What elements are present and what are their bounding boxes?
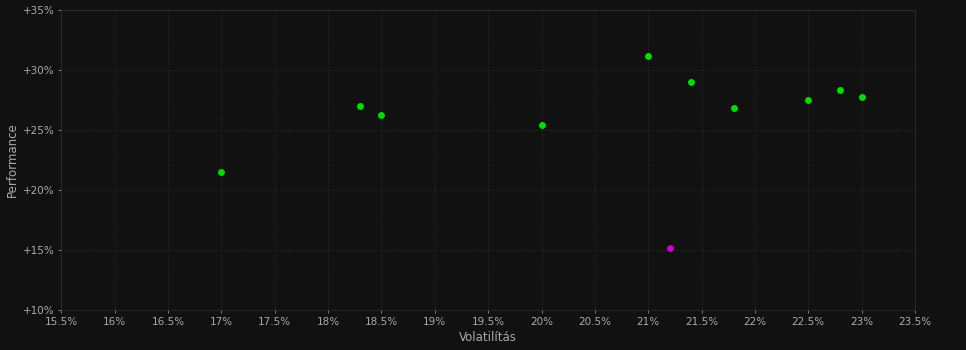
Point (374, 113, 389, 118)
Point (213, 169, 229, 175)
Y-axis label: Performance: Performance (6, 122, 18, 197)
Point (353, 103, 368, 108)
Point (833, 88, 848, 93)
Point (640, 54, 656, 59)
Point (683, 79, 698, 85)
Point (725, 105, 741, 111)
Point (662, 245, 677, 251)
Point (854, 94, 869, 100)
X-axis label: Volatilítás: Volatilítás (459, 331, 517, 344)
Point (534, 122, 550, 128)
Point (801, 97, 816, 103)
